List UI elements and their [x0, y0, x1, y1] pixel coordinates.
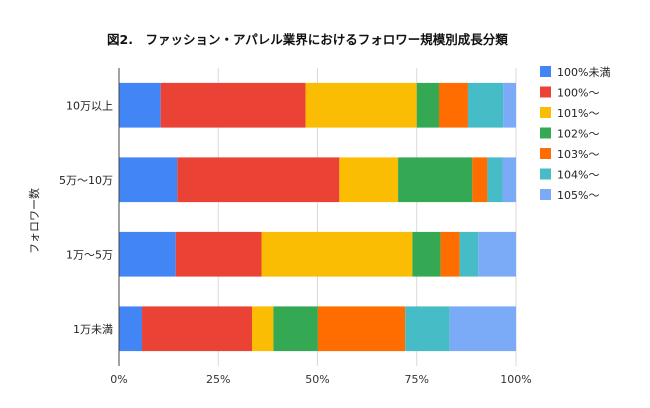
bar-segment	[160, 82, 306, 128]
legend: 100%未満 100%〜 101%〜 102%〜 103%〜 104%〜 105%〜	[540, 66, 610, 202]
bar-segment	[438, 82, 468, 128]
x-tick-label: 25%	[206, 373, 230, 386]
bar-segment	[261, 231, 413, 277]
legend-label: 102%〜	[557, 128, 599, 141]
bar-segment	[467, 82, 504, 128]
bar-segment	[251, 306, 274, 352]
bar-segment	[339, 157, 399, 203]
bar-segment	[503, 82, 516, 128]
x-tick-label: 100%	[500, 373, 531, 386]
x-tick-label: 50%	[305, 373, 329, 386]
chart-title: 図2. ファッション・アパレル業界におけるフォロワー規模別成長分類	[107, 32, 508, 47]
x-tick-label: 75%	[405, 373, 429, 386]
bar-segment	[119, 231, 176, 277]
legend-label: 105%〜	[557, 189, 599, 202]
legend-swatch	[540, 86, 551, 98]
legend-label: 101%〜	[557, 107, 599, 120]
bar-segment	[142, 306, 252, 352]
legend-label: 104%〜	[557, 169, 599, 182]
bar-segment	[175, 231, 262, 277]
bars	[119, 82, 516, 352]
x-tick-label: 0%	[110, 373, 127, 386]
x-axis-ticks: 0% 25% 50% 75% 100%	[110, 373, 531, 386]
bar-segment	[459, 231, 479, 277]
legend-swatch	[540, 66, 551, 77]
legend-swatch	[540, 168, 551, 180]
bar-segment	[416, 82, 439, 128]
category-label: 5万〜10万	[59, 174, 113, 187]
category-label: 1万未満	[73, 323, 113, 336]
bar-segment	[412, 231, 441, 277]
category-labels: 10万以上 5万〜10万 1万〜5万 1万未満	[59, 99, 113, 336]
legend-swatch	[540, 107, 551, 118]
bar-segment	[487, 157, 503, 203]
category-label: 1万〜5万	[66, 248, 113, 261]
bar-segment	[317, 306, 406, 352]
bar-segment	[119, 157, 178, 203]
legend-label: 100%未満	[557, 66, 610, 79]
category-label: 10万以上	[66, 99, 113, 112]
legend-swatch	[540, 148, 551, 159]
legend-swatch	[540, 189, 551, 200]
legend-label: 100%〜	[557, 87, 599, 100]
bar-segment	[119, 306, 143, 352]
bar-segment	[405, 306, 450, 352]
bar-segment	[273, 306, 318, 352]
bar-segment	[502, 157, 516, 203]
bar-segment	[478, 231, 516, 277]
bar-segment	[305, 82, 417, 128]
bar-segment	[449, 306, 516, 352]
legend-label: 103%〜	[557, 148, 599, 161]
y-axis-label: フォロワー数	[28, 188, 41, 254]
bar-segment	[398, 157, 473, 203]
bar-segment	[177, 157, 340, 203]
legend-swatch	[540, 127, 551, 139]
bar-segment	[472, 157, 488, 203]
bar-segment	[119, 82, 161, 128]
bar-segment	[440, 231, 460, 277]
